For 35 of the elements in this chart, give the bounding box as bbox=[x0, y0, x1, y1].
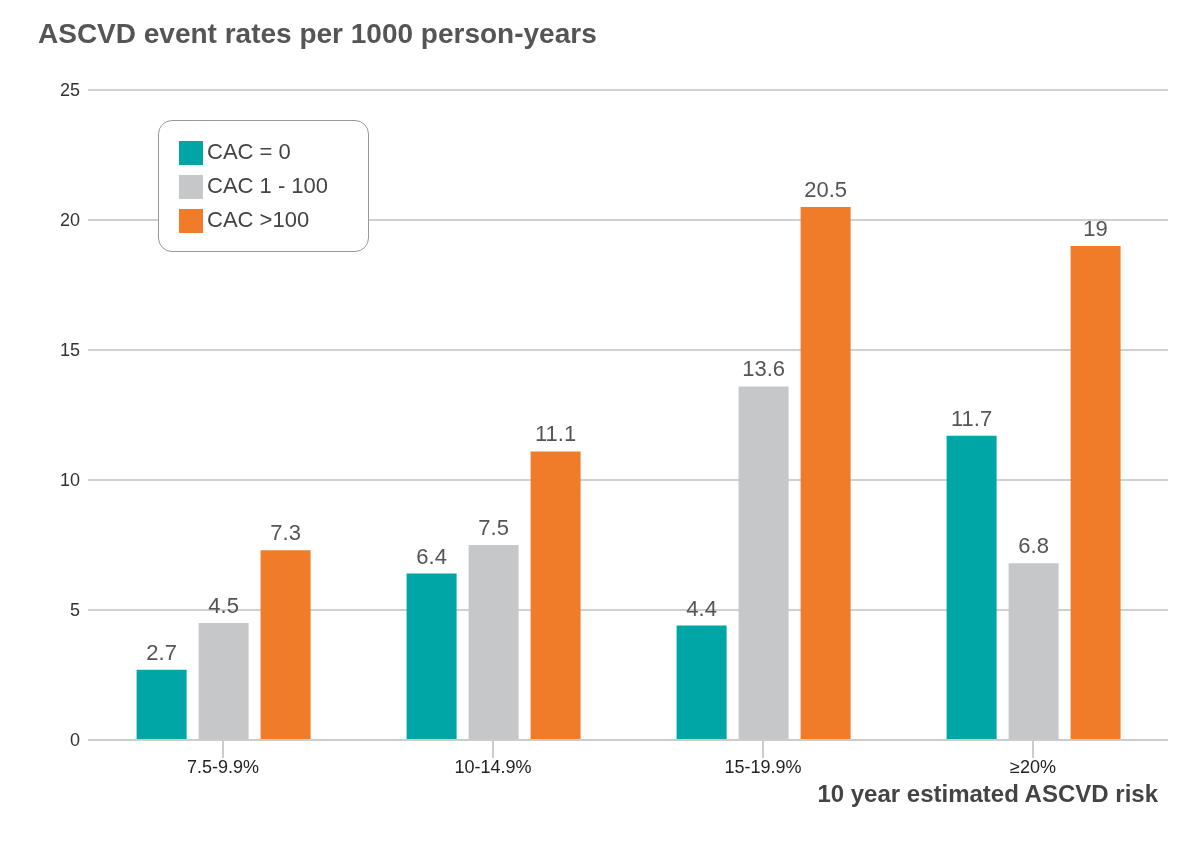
legend-label: CAC 1 - 100 bbox=[207, 173, 329, 198]
data-label: 7.3 bbox=[270, 520, 301, 546]
bar bbox=[946, 435, 997, 740]
data-label: 11.7 bbox=[951, 405, 993, 431]
data-label: 4.4 bbox=[686, 595, 717, 621]
y-tick-label: 0 bbox=[69, 730, 80, 751]
data-label: 4.5 bbox=[208, 593, 239, 618]
y-tick-label: 20 bbox=[59, 210, 80, 231]
data-label: 13.6 bbox=[742, 356, 786, 382]
y-tick-label: 25 bbox=[59, 80, 80, 101]
x-tick-label: ≥20% bbox=[1010, 756, 1056, 777]
bar bbox=[800, 207, 851, 740]
x-axis-title: 10 year estimated ASCVD risk bbox=[816, 780, 1159, 808]
data-label: 11.1 bbox=[535, 421, 577, 447]
x-tick-label: 15-19.9% bbox=[724, 756, 802, 777]
data-label: 2.7 bbox=[146, 639, 177, 665]
y-tick-label: 15 bbox=[59, 340, 80, 361]
data-label: 6.8 bbox=[1018, 533, 1049, 559]
x-tick-label: 10-14.9% bbox=[454, 756, 532, 777]
bar bbox=[1070, 246, 1121, 740]
legend-label: CAC = 0 bbox=[207, 139, 291, 164]
data-label: 19 bbox=[1083, 216, 1108, 241]
data-label: 7.5 bbox=[478, 515, 509, 540]
data-label: 20.5 bbox=[804, 177, 848, 202]
x-tick-label: 7.5-9.9% bbox=[186, 756, 260, 777]
y-tick-label: 10 bbox=[59, 470, 80, 491]
bar bbox=[406, 573, 457, 740]
legend-label: CAC >100 bbox=[207, 207, 310, 232]
data-label: 6.4 bbox=[416, 543, 447, 569]
bar bbox=[260, 550, 311, 740]
bar bbox=[136, 669, 187, 740]
bar bbox=[676, 625, 727, 740]
chart-title: ASCVD event rates per 1000 person-years bbox=[37, 17, 598, 50]
y-tick-label: 5 bbox=[69, 600, 80, 621]
bar bbox=[530, 451, 581, 740]
